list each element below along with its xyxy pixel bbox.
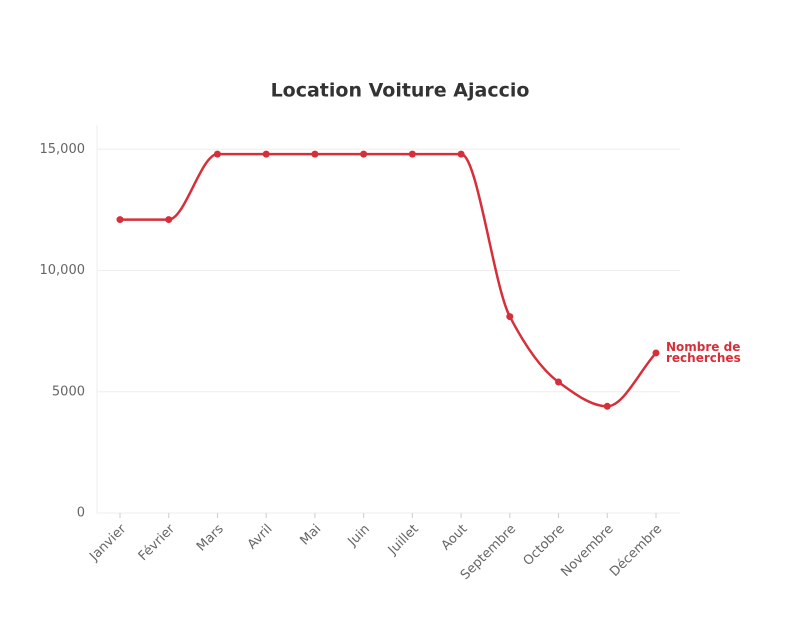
y-tick-label: 15,000 [40, 142, 86, 157]
point [360, 150, 368, 158]
point [457, 150, 465, 158]
point [262, 150, 270, 158]
x-tick-label: Janvier [86, 521, 129, 564]
point [213, 150, 221, 158]
point [165, 216, 173, 224]
x-tick-label: Aout [439, 522, 471, 554]
x-tick-label: Juillet [385, 522, 422, 559]
point [408, 150, 416, 158]
y-tick-label: 5000 [52, 384, 85, 399]
x-tick-label: Juin [345, 522, 373, 550]
y-tick-label: 10,000 [40, 263, 86, 278]
x-tick-label: Février [136, 521, 179, 564]
x-tick-label: Mai [297, 522, 324, 549]
point [116, 216, 124, 224]
x-tick-label: Décembre [607, 522, 665, 580]
x-tick-label: Octobre [521, 522, 568, 569]
point [555, 378, 563, 386]
point [652, 349, 660, 357]
point [506, 313, 514, 321]
x-tick-label: Avril [245, 522, 276, 553]
point [311, 150, 319, 158]
x-tick-label: Novembre [558, 522, 616, 580]
x-tick-label: Mars [194, 522, 227, 555]
point [603, 402, 611, 410]
series-line [119, 152, 657, 408]
y-tick-label: 0 [77, 506, 85, 521]
chart-title: Location Voiture Ajaccio [271, 80, 530, 102]
series-label: Nombre de recherches [666, 340, 741, 365]
